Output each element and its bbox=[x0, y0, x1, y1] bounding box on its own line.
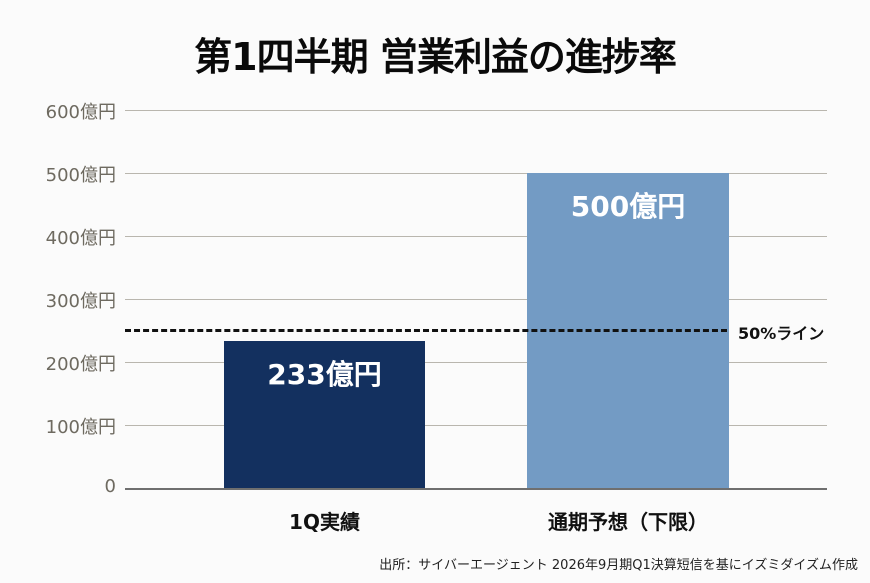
source-note: 出所：サイバーエージェント 2026年9月期Q1決算短信を基にイズミダイズム作成 bbox=[379, 558, 858, 573]
y-tick-label: 100億円 bbox=[45, 417, 116, 438]
bar-value-label: 233億円 bbox=[267, 358, 382, 391]
gridline bbox=[125, 236, 827, 237]
gridline bbox=[125, 362, 827, 363]
y-tick-label: 0 bbox=[104, 476, 116, 497]
x-category-label: 通期予想（下限） bbox=[548, 510, 708, 534]
y-tick-label: 400億円 bbox=[45, 228, 116, 249]
chart-title: 第1四半期 営業利益の進捗率 bbox=[194, 35, 677, 79]
bar-1q-actual: 233億円 bbox=[224, 341, 425, 488]
y-tick-label: 300億円 bbox=[45, 291, 116, 312]
reference-line-50pct bbox=[125, 329, 727, 332]
y-tick-label: 200億円 bbox=[45, 354, 116, 375]
gridline bbox=[125, 110, 827, 111]
gridline bbox=[125, 299, 827, 300]
gridline bbox=[125, 425, 827, 426]
y-tick-label: 500億円 bbox=[45, 165, 116, 186]
x-category-label: 1Q実績 bbox=[289, 510, 360, 534]
y-tick-label: 600億円 bbox=[45, 102, 116, 123]
reference-line-label: 50%ライン bbox=[738, 324, 825, 343]
gridline bbox=[125, 173, 827, 174]
bar-value-label: 500億円 bbox=[570, 190, 686, 223]
x-axis-line bbox=[125, 488, 827, 490]
